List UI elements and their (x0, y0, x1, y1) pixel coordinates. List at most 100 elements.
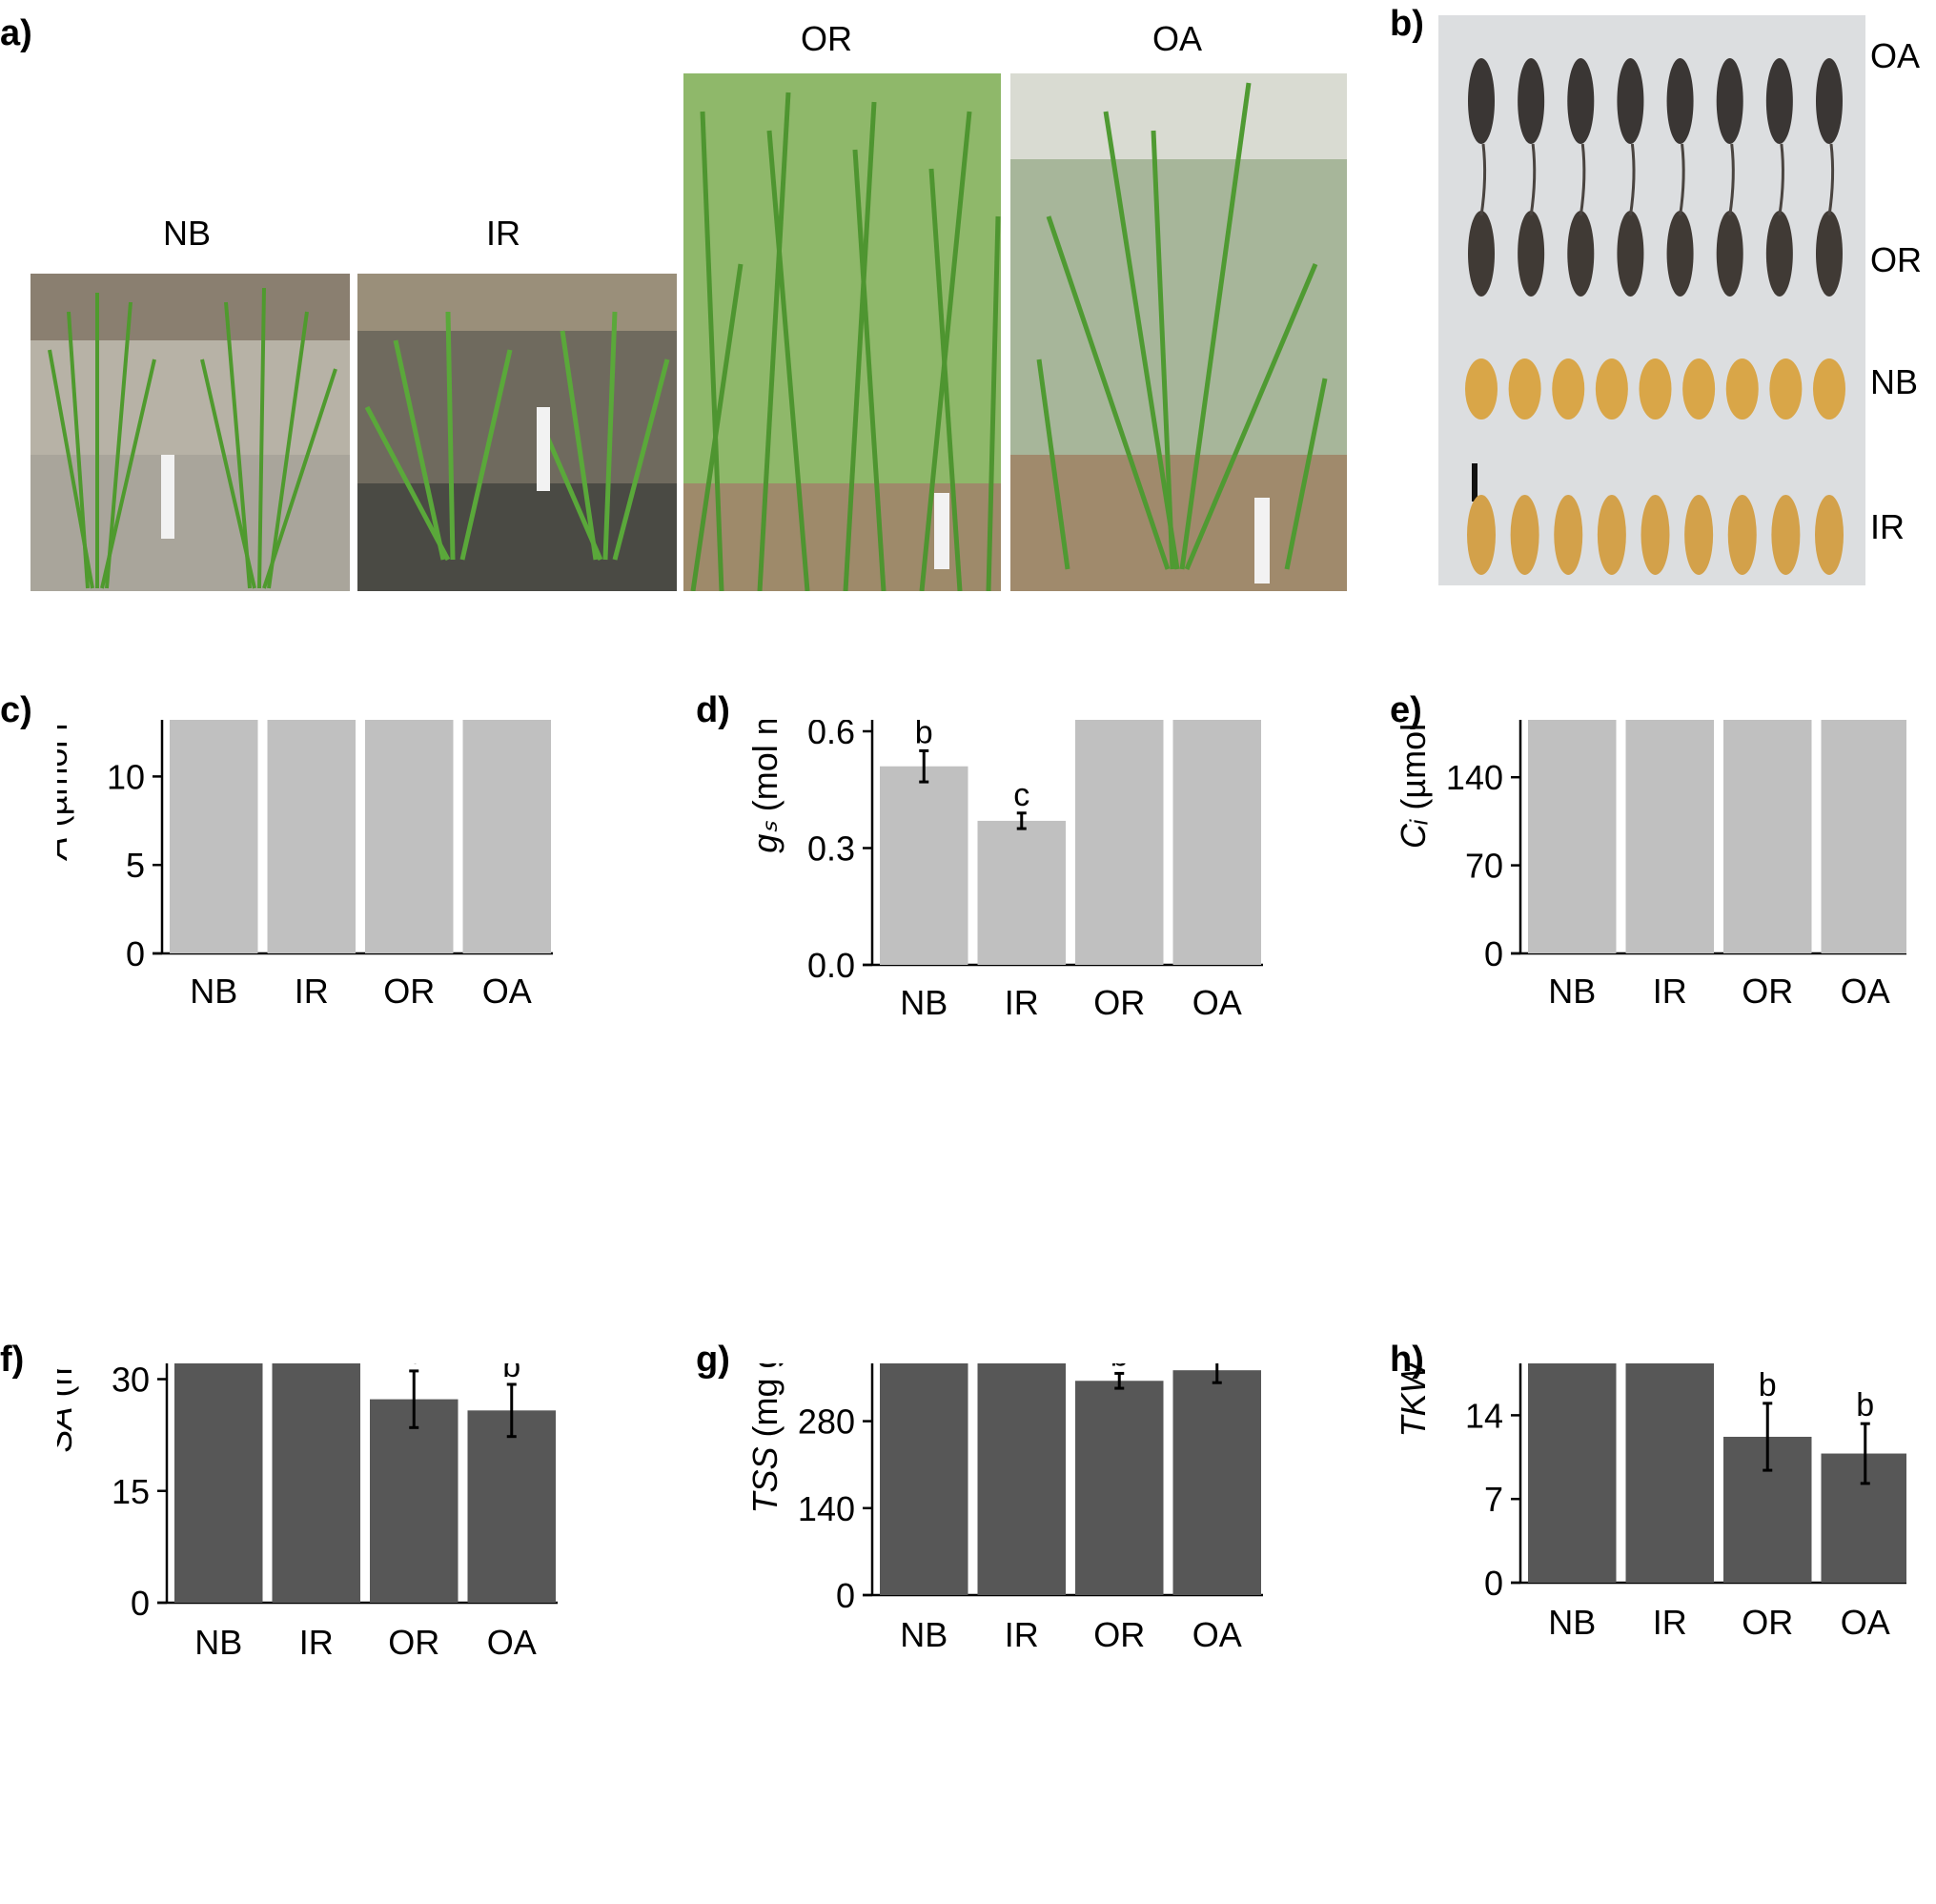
seed-ir (1684, 495, 1714, 575)
bar-or (1075, 1381, 1164, 1595)
bar-or (365, 720, 454, 953)
x-tick-label: OR (388, 1623, 439, 1662)
seed-awn (1679, 143, 1685, 216)
x-tick-label: NB (900, 983, 948, 1022)
x-tick-label: OR (1742, 1603, 1793, 1642)
y-tick-label: 140 (1446, 758, 1503, 797)
seed-awn (1529, 143, 1537, 216)
seed-oa (1666, 58, 1694, 144)
plant-photo-oa (1010, 73, 1347, 591)
bar-oa (1821, 720, 1906, 953)
x-tick-label: IR (1005, 1615, 1039, 1654)
seed-or (1816, 211, 1843, 297)
seed-oa (1816, 58, 1843, 144)
seed-or (1468, 211, 1495, 297)
x-tick-label: IR (1653, 1603, 1687, 1642)
seed-awn (1628, 143, 1636, 216)
y-tick-label: 0.3 (807, 829, 855, 869)
panel-letter-c: c) (0, 690, 32, 730)
y-axis-label: TKW (g) (1394, 1363, 1433, 1437)
significance-letter: b (915, 720, 933, 750)
seed-ir (1815, 495, 1844, 575)
photo-label-or: OR (801, 19, 852, 58)
plant-photo-or (683, 73, 1001, 591)
seed-nb (1508, 358, 1541, 420)
y-tick-label: 0 (1484, 1564, 1503, 1603)
seed-label-nb: NB (1870, 362, 1919, 401)
bar-ir (977, 1363, 1066, 1595)
photo-label-oa: OA (1151, 19, 1202, 58)
y-tick-label: 0 (131, 1584, 150, 1623)
x-tick-label: NB (190, 972, 237, 1011)
y-tick-label: 10 (107, 757, 145, 796)
seed-awn (1479, 143, 1487, 216)
bar-ir (267, 720, 356, 953)
seed-awn (1778, 143, 1784, 216)
seed-ir (1727, 495, 1757, 575)
panel-letter-a: a) (0, 13, 32, 53)
x-tick-label: OR (1093, 1615, 1145, 1654)
seed-or (1765, 211, 1793, 297)
bar-oa (1172, 720, 1261, 965)
bar-nb (1528, 1363, 1617, 1583)
significance-letter: b (1111, 1363, 1129, 1373)
bar-nb (880, 1363, 968, 1595)
bar-ir (1625, 1363, 1714, 1583)
bar-nb (880, 766, 968, 965)
significance-letter: b (502, 1363, 520, 1384)
chart-net-photosynthesis: 0510152025cNBdIRbORaOAA (µmol m⁻² s⁻¹) (57, 720, 553, 1011)
x-tick-label: OA (482, 972, 532, 1011)
y-tick-label: 70 (1465, 847, 1503, 886)
x-tick-label: OA (1841, 1603, 1890, 1642)
seed-awn (1728, 143, 1735, 216)
bar-ir (1625, 720, 1714, 953)
panel-letter-f: f) (0, 1340, 25, 1380)
seed-or (1518, 211, 1545, 297)
x-tick-label: NB (194, 1623, 242, 1662)
seed-nb (1639, 358, 1672, 420)
plant-photo-ir (357, 274, 677, 591)
y-tick-label: 14 (1465, 1396, 1503, 1435)
y-tick-label: 0 (1484, 934, 1503, 973)
y-axis-label: gₛ (mol m⁻² s⁻¹) (745, 720, 785, 853)
significance-letter: b (405, 1363, 423, 1371)
bar-nb (174, 1363, 263, 1603)
seed-ir (1510, 495, 1539, 575)
x-tick-label: OR (1742, 972, 1793, 1011)
chart-thousand-kernel-weight: 0714212835aNBaIRbORbOATKW (g) (1394, 1363, 1906, 1642)
y-tick-label: 0 (126, 934, 145, 973)
x-tick-label: IR (299, 1623, 334, 1662)
seed-nb (1769, 358, 1803, 420)
bar-oa (462, 720, 551, 953)
bar-ir (977, 820, 1066, 965)
photo-label-ir: IR (486, 214, 520, 253)
y-tick-label: 5 (126, 846, 145, 885)
seed-nb (1725, 358, 1759, 420)
panel-letter-b: b) (1390, 4, 1424, 44)
y-tick-label: 140 (798, 1489, 855, 1528)
y-tick-label: 15 (112, 1472, 150, 1511)
y-tick-label: 0.0 (807, 946, 855, 985)
y-axis-label: Cᵢ (µmol mol⁻¹) (1394, 720, 1433, 849)
x-tick-label: OA (1841, 972, 1890, 1011)
x-tick-label: IR (295, 972, 329, 1011)
x-tick-label: OA (1192, 1615, 1242, 1654)
bar-or (1075, 720, 1164, 965)
seed-nb (1595, 358, 1628, 420)
x-tick-label: NB (900, 1615, 948, 1654)
significance-letter: b (1759, 1367, 1777, 1403)
seed-label-ir: IR (1870, 507, 1905, 546)
seed-awn (1579, 143, 1586, 216)
seed-nb (1552, 358, 1585, 420)
y-axis-label: SA (mm²) (57, 1363, 79, 1452)
y-axis-label: TSS (mg g⁻¹ DW) (745, 1363, 785, 1514)
bar-ir (272, 1363, 360, 1603)
seed-nb (1465, 358, 1498, 420)
panel-letter-e: e) (1390, 690, 1422, 730)
x-tick-label: NB (1548, 972, 1596, 1011)
y-tick-label: 30 (112, 1363, 150, 1400)
seed-oa (1716, 58, 1743, 144)
bar-or (370, 1399, 459, 1603)
chart-total-soluble-sugar: 0140280420560700aNBaIRbORbOATSS (mg g⁻¹ … (745, 1363, 1263, 1654)
chart-stomatal-conductance: 0.00.30.60.91.2bNBcIRaORaOAgₛ (mol m⁻² s… (745, 720, 1263, 1022)
